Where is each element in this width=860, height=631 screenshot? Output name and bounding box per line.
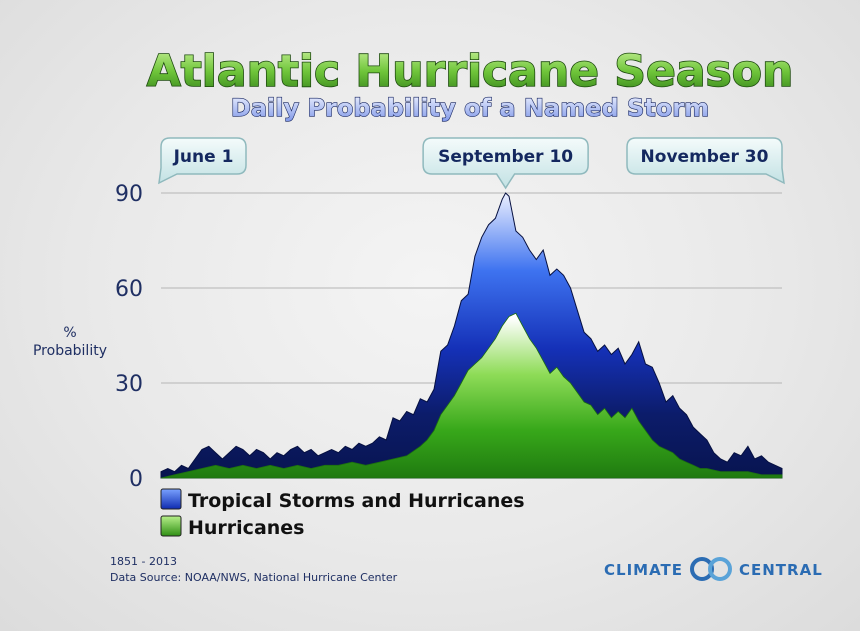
footer-source: Data Source: NOAA/NWS, National Hurrican… xyxy=(110,571,398,584)
y-tick-label: 30 xyxy=(115,372,143,397)
date-callout-box xyxy=(158,137,247,185)
y-axis-label-line2: Probability xyxy=(33,343,107,359)
series-area-tropical-storms xyxy=(160,192,783,479)
date-callout-label: September 10 xyxy=(438,147,573,167)
date-callouts: June 1 September 10 November 30 xyxy=(158,137,785,190)
date-callout-box xyxy=(626,137,785,185)
y-axis-ticks: 0 30 60 90 xyxy=(115,182,143,492)
chart-title: Atlantic Hurricane Season xyxy=(147,46,794,97)
date-callout-label: November 30 xyxy=(641,147,769,167)
date-callout-label: June 1 xyxy=(173,147,234,167)
legend-swatch-hurricanes xyxy=(160,515,182,537)
y-tick-label: 60 xyxy=(115,277,143,302)
legend-label-tropical-storms: Tropical Storms and Hurricanes xyxy=(188,490,525,512)
series-area-hurricanes xyxy=(160,312,783,479)
chart-subtitle: Daily Probability of a Named Storm xyxy=(231,94,709,122)
climate-central-logo: CLIMATE CENTRAL xyxy=(604,557,823,581)
footer-years: 1851 - 2013 xyxy=(110,555,177,568)
legend-swatch-tropical-storms xyxy=(160,488,182,510)
y-tick-label: 0 xyxy=(129,467,143,492)
y-axis-label-line1: % xyxy=(63,325,76,341)
y-tick-label: 90 xyxy=(115,182,143,207)
logo-text-left: CLIMATE xyxy=(604,561,683,579)
legend-label-hurricanes: Hurricanes xyxy=(188,517,305,539)
logo-text-right: CENTRAL xyxy=(739,561,823,579)
logo-rings-icon xyxy=(690,557,732,581)
legend: Tropical Storms and Hurricanes Hurricane… xyxy=(160,488,525,539)
date-callout-box xyxy=(422,137,589,190)
